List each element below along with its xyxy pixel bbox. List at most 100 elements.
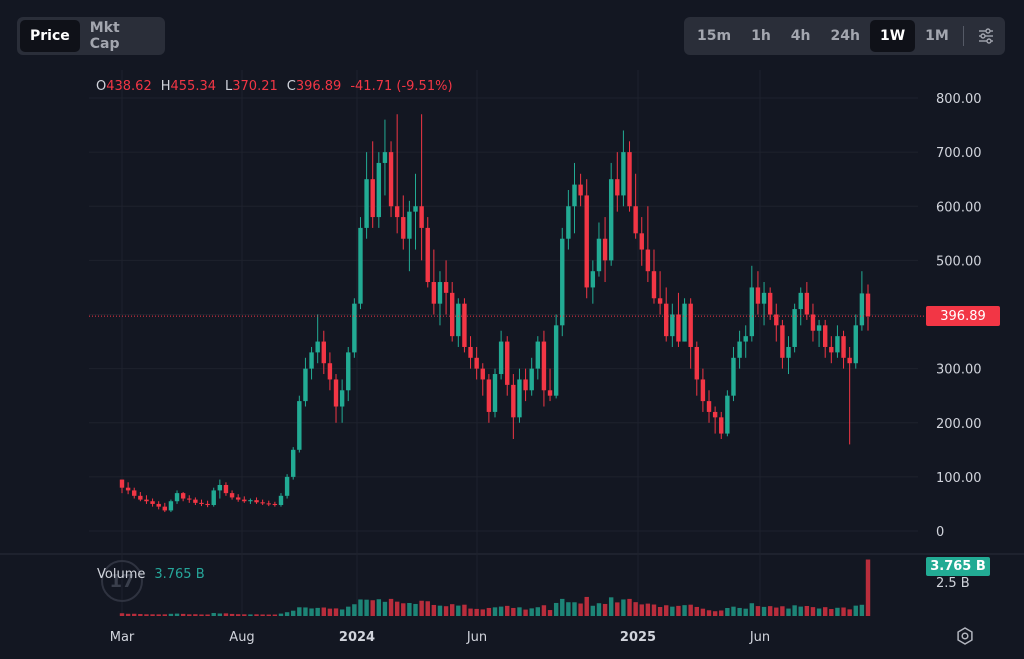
interval-separator (962, 26, 964, 46)
candle-body (725, 395, 730, 434)
volume-bar (651, 604, 657, 616)
volume-bar (193, 614, 198, 616)
volume-bar (462, 604, 467, 616)
volume-bar (272, 614, 278, 616)
interval-1h[interactable]: 1h (751, 28, 771, 44)
volume-bar (584, 596, 589, 616)
candle-body (358, 227, 363, 304)
volume-bar (339, 609, 345, 616)
close-value: 396.89 (295, 79, 342, 94)
tradingview-logo-icon: 17 (101, 560, 143, 602)
interval-1m[interactable]: 1M (925, 28, 949, 44)
volume-bar (816, 608, 822, 616)
candle-body (529, 368, 534, 391)
volume-bar (553, 602, 559, 616)
candle-body (156, 503, 161, 507)
volume-bar (712, 611, 718, 616)
candle-body (211, 490, 216, 506)
volume-bar (621, 599, 626, 616)
candle-body (443, 282, 449, 293)
interval-15m[interactable]: 15m (697, 28, 732, 44)
volume-bar (657, 607, 663, 616)
volume-bar (205, 614, 210, 616)
volume-bar (364, 599, 369, 616)
volume-bar (352, 604, 357, 616)
volume-bar (419, 600, 424, 616)
volume-bar (486, 607, 492, 616)
candle-body (217, 484, 223, 491)
volume-bar (505, 605, 510, 616)
volume-bar (297, 607, 302, 616)
candle-body (798, 292, 803, 310)
candle-body (254, 500, 259, 503)
high-label: H (160, 79, 171, 94)
volume-value: 3.765 B (154, 567, 205, 582)
x-tick-label: Aug (229, 630, 254, 645)
volume-bar (706, 610, 712, 616)
volume-bar (859, 604, 865, 616)
volume-bar (309, 608, 314, 616)
candle-body (138, 495, 143, 500)
candle-body (578, 184, 583, 196)
volume-bar (474, 608, 479, 616)
tab-price[interactable]: Price (20, 20, 80, 52)
interval-24h[interactable]: 24h (830, 28, 860, 44)
volume-bar (346, 606, 351, 616)
volume-bar (358, 599, 363, 616)
candle-body (162, 506, 168, 511)
x-tick-label: Jun (466, 630, 487, 645)
candle-body (456, 303, 461, 337)
volume-bar (615, 602, 620, 616)
volume-bar (327, 608, 333, 616)
volume-bar (541, 605, 547, 616)
volume-bar (174, 613, 180, 616)
volume-bar (162, 614, 168, 616)
volume-bar (841, 607, 846, 616)
candle-body (119, 479, 125, 488)
candle-body (774, 314, 779, 326)
candle-body (706, 401, 712, 412)
volume-bar (767, 606, 773, 616)
volume-bar (853, 605, 858, 616)
interval-4h[interactable]: 4h (790, 28, 811, 44)
volume-bar (847, 609, 852, 616)
candle-body (566, 206, 571, 239)
interval-1w[interactable]: 1W (869, 20, 916, 52)
volume-bar (822, 607, 828, 616)
volume-bar (664, 605, 669, 616)
volume-bar (376, 599, 382, 616)
high-value: 455.34 (170, 79, 217, 94)
candle-body (719, 417, 724, 434)
settings-gear-icon[interactable] (956, 627, 974, 645)
x-tick-label: 2025 (620, 630, 656, 645)
candle-body (401, 217, 406, 239)
volume-bar (676, 605, 681, 616)
candle-body (419, 206, 424, 228)
volume-bar (517, 607, 522, 616)
sliders-icon[interactable] (970, 20, 1002, 52)
candle-body (664, 303, 669, 337)
volume-bar (694, 606, 699, 616)
volume-bar (725, 608, 730, 616)
candle-body (853, 325, 858, 364)
tab-mkt-cap[interactable]: Mkt Cap (89, 20, 120, 52)
volume-bar (688, 604, 693, 616)
candle-body (168, 501, 174, 511)
candle-body (242, 499, 247, 502)
candle-body (125, 487, 131, 491)
volume-bar (425, 601, 430, 616)
candle-body (132, 490, 137, 496)
candle-body (572, 184, 577, 207)
volume-bar (743, 608, 748, 616)
volume-bar (278, 613, 284, 616)
candle-body (523, 379, 528, 391)
volume-bar (321, 607, 326, 616)
candle-body (144, 499, 149, 502)
volume-bar (266, 614, 271, 616)
candle-body (810, 314, 816, 331)
volume-bar (602, 603, 608, 616)
volume-label: Volume (97, 567, 146, 582)
volume-bar (254, 614, 259, 616)
volume-bar (547, 610, 553, 616)
